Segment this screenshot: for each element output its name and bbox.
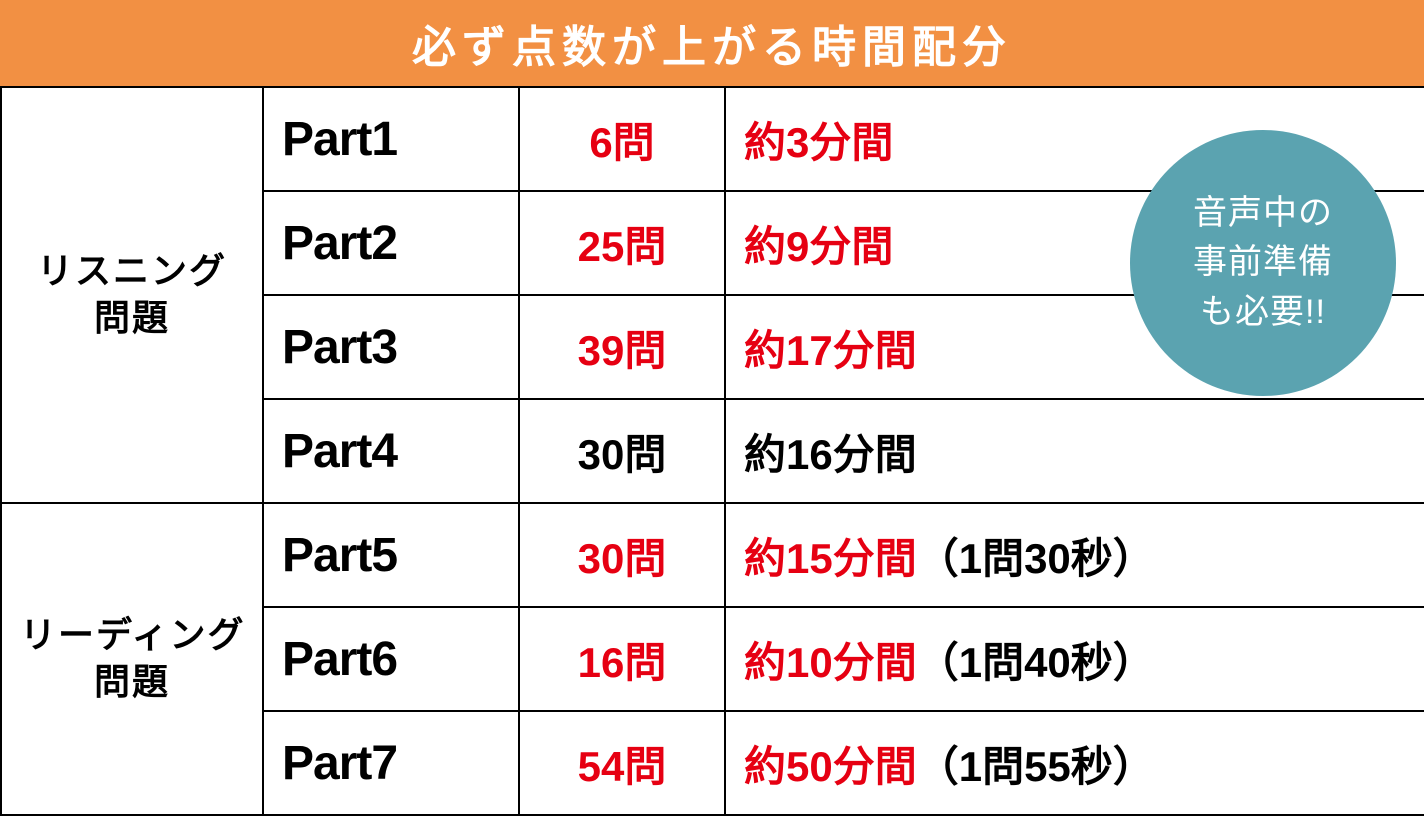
section-label-line: リスニング bbox=[37, 250, 227, 291]
section-label-line: 問題 bbox=[94, 661, 170, 702]
question-count: 6問 bbox=[519, 87, 725, 191]
time-value: 約3分間 bbox=[744, 119, 893, 166]
question-count: 25問 bbox=[519, 191, 725, 295]
time-value: 約17分間 bbox=[744, 327, 917, 374]
time-value: 約10分間 bbox=[744, 639, 917, 686]
table-row: リーディング問題Part530問約15分間（1問30秒） bbox=[1, 503, 1424, 607]
section-label-line: 問題 bbox=[94, 297, 170, 338]
question-count: 39問 bbox=[519, 295, 725, 399]
section-label: リーディング問題 bbox=[1, 503, 263, 815]
time-value: 約16分間 bbox=[744, 431, 917, 478]
time-note: （1問30秒） bbox=[917, 535, 1155, 582]
badge-line: 音声中の bbox=[1193, 194, 1333, 232]
question-count: 30問 bbox=[519, 399, 725, 503]
part-label: Part3 bbox=[263, 295, 519, 399]
question-count: 30問 bbox=[519, 503, 725, 607]
audio-prep-badge: 音声中の事前準備も必要!! bbox=[1130, 130, 1396, 396]
part-label: Part5 bbox=[263, 503, 519, 607]
badge-line: 事前準備 bbox=[1193, 243, 1333, 281]
time-value: 約9分間 bbox=[744, 223, 893, 270]
part-label: Part1 bbox=[263, 87, 519, 191]
time-allocation: 約50分間（1問55秒） bbox=[725, 711, 1424, 815]
time-value: 約50分間 bbox=[744, 743, 917, 790]
question-count: 16問 bbox=[519, 607, 725, 711]
time-note: （1問40秒） bbox=[917, 639, 1155, 686]
time-value: 約15分間 bbox=[744, 535, 917, 582]
part-label: Part4 bbox=[263, 399, 519, 503]
section-label: リスニング問題 bbox=[1, 87, 263, 503]
time-allocation: 約15分間（1問30秒） bbox=[725, 503, 1424, 607]
badge-line: も必要!! bbox=[1200, 293, 1326, 331]
time-allocation: 約16分間 bbox=[725, 399, 1424, 503]
part-label: Part2 bbox=[263, 191, 519, 295]
time-allocation-table: 必ず点数が上がる時間配分 リスニング問題Part16問約3分間Part225問約… bbox=[0, 0, 1424, 819]
question-count: 54問 bbox=[519, 711, 725, 815]
time-note: （1問55秒） bbox=[917, 743, 1155, 790]
table-title-text: 必ず点数が上がる時間配分 bbox=[412, 11, 1012, 75]
table-title-bar: 必ず点数が上がる時間配分 bbox=[0, 0, 1424, 86]
time-allocation: 約10分間（1問40秒） bbox=[725, 607, 1424, 711]
part-label: Part7 bbox=[263, 711, 519, 815]
section-label-line: リーディング bbox=[20, 614, 245, 655]
part-label: Part6 bbox=[263, 607, 519, 711]
